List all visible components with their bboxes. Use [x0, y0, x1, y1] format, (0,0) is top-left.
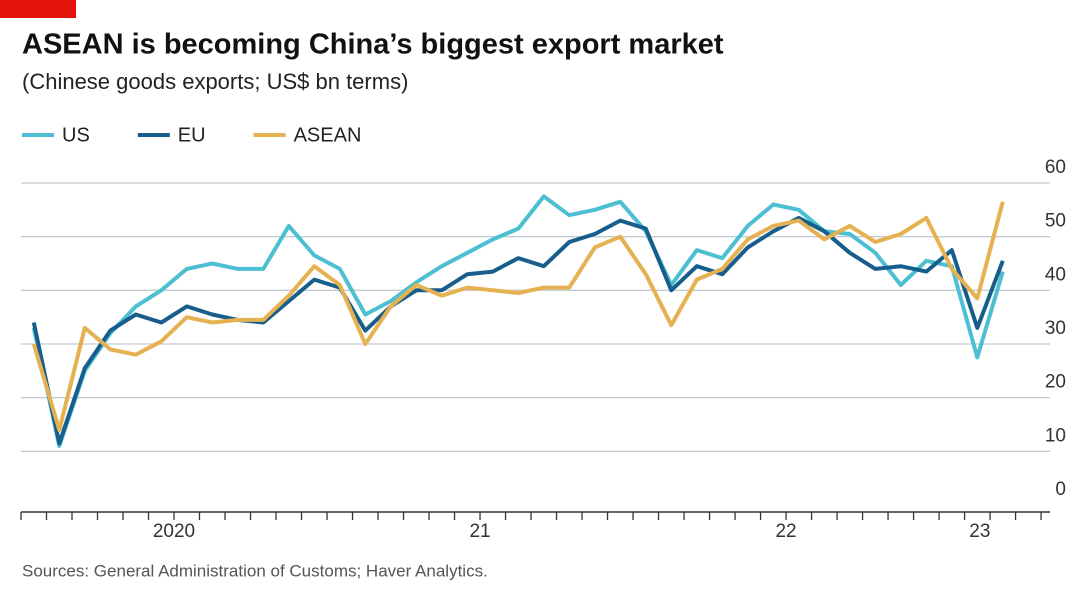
- chart-subtitle: (Chinese goods exports; US$ bn terms): [22, 69, 408, 94]
- y-tick-label: 10: [1045, 425, 1066, 446]
- legend-label: US: [62, 124, 90, 146]
- legend-label: EU: [178, 124, 206, 146]
- y-tick-label: 20: [1045, 372, 1066, 393]
- x-tick-label: 23: [969, 521, 990, 542]
- x-tick-label: 21: [469, 521, 490, 542]
- y-tick-label: 50: [1045, 211, 1066, 232]
- brand-tag: [0, 0, 76, 18]
- y-tick-label: 40: [1045, 264, 1066, 285]
- source-note: Sources: General Administration of Custo…: [22, 561, 488, 580]
- x-tick-label: 2020: [153, 521, 195, 542]
- y-tick-label: 60: [1045, 157, 1066, 178]
- series-line: [31, 215, 1005, 446]
- y-tick-label: 30: [1045, 318, 1066, 339]
- series-line: [31, 201, 1005, 432]
- y-tick-label: 0: [1055, 479, 1066, 500]
- chart-title: ASEAN is becoming China’s biggest export…: [22, 29, 724, 61]
- x-tick-label: 22: [775, 521, 796, 542]
- legend-label: ASEAN: [294, 124, 362, 146]
- series-line: [31, 194, 1005, 448]
